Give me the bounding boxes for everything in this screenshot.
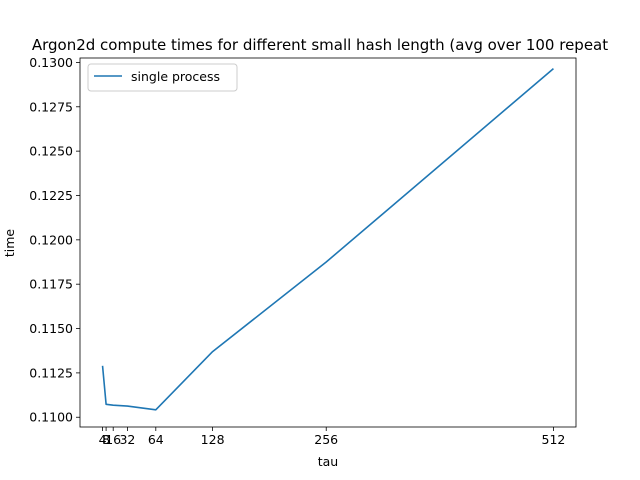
x-tick-label: 128 <box>201 432 225 447</box>
y-tick-label: 0.1300 <box>29 55 73 70</box>
x-axis-label: tau <box>318 454 338 469</box>
y-tick-label: 0.1225 <box>29 188 73 203</box>
y-axis-label: time <box>2 229 17 258</box>
y-tick-label: 0.1275 <box>29 99 73 114</box>
legend-label-single-process: single process <box>131 69 220 84</box>
y-tick-label: 0.1150 <box>29 321 73 336</box>
x-tick-label: 32 <box>119 432 135 447</box>
y-tick-label: 0.1250 <box>29 144 73 159</box>
chart-title: Argon2d compute times for different smal… <box>32 36 608 54</box>
x-tick-label: 8 <box>102 432 110 447</box>
y-tick-label: 0.1125 <box>29 365 73 380</box>
y-tick-label: 0.1200 <box>29 232 73 247</box>
series-line-0 <box>101 68 554 411</box>
x-tick-label: 4 <box>99 432 107 447</box>
x-tick-label: 256 <box>314 432 338 447</box>
y-tick-label: 0.1175 <box>29 277 73 292</box>
x-tick-label: 16 <box>105 432 121 447</box>
y-tick-label: 0.1100 <box>29 410 73 425</box>
x-tick-label: 512 <box>542 432 566 447</box>
series-layer <box>101 68 554 411</box>
axes-frame <box>79 57 577 428</box>
x-tick-label: 64 <box>148 432 164 447</box>
legend-box <box>87 63 238 92</box>
axes-layer <box>79 57 577 428</box>
legend: single process <box>87 63 238 92</box>
